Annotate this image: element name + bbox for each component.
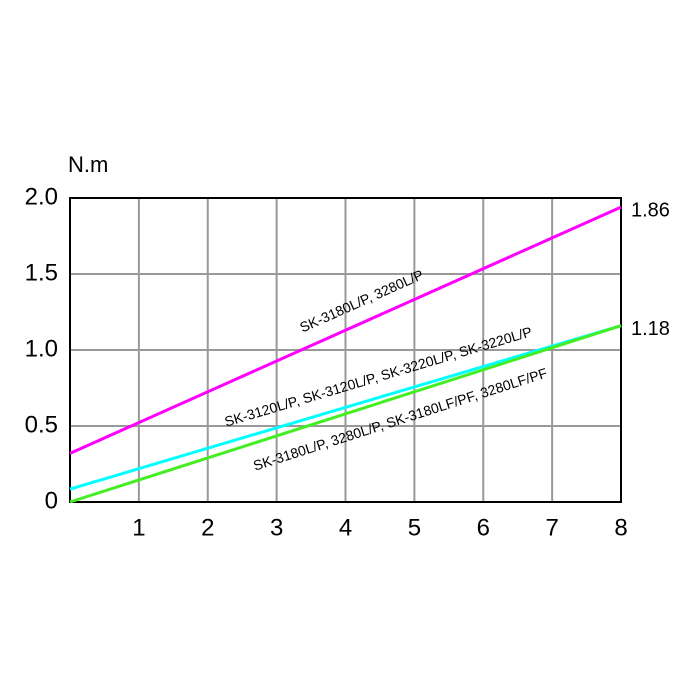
x-tick-label: 5 xyxy=(408,514,421,541)
y-tick-label: 1.5 xyxy=(25,259,58,286)
x-tick-label: 4 xyxy=(339,514,352,541)
x-tick-label: 6 xyxy=(477,514,490,541)
y-tick-label: 0 xyxy=(45,487,58,514)
series-line xyxy=(69,205,622,455)
x-tick-label: 8 xyxy=(614,514,627,541)
series-line xyxy=(69,324,622,504)
series-line xyxy=(69,324,622,491)
y-axis-label: N.m xyxy=(68,152,108,177)
x-tick-label: 2 xyxy=(201,514,214,541)
x-tick-label: 7 xyxy=(545,514,558,541)
end-label: 1.18 xyxy=(631,318,670,340)
x-tick-label: 3 xyxy=(270,514,283,541)
y-tick-label: 0.5 xyxy=(25,411,58,438)
end-label: 1.86 xyxy=(631,199,670,221)
y-tick-label: 1.0 xyxy=(25,335,58,362)
y-tick-label: 2.0 xyxy=(25,183,58,210)
x-tick-label: 1 xyxy=(132,514,145,541)
plot-frame xyxy=(69,197,622,503)
